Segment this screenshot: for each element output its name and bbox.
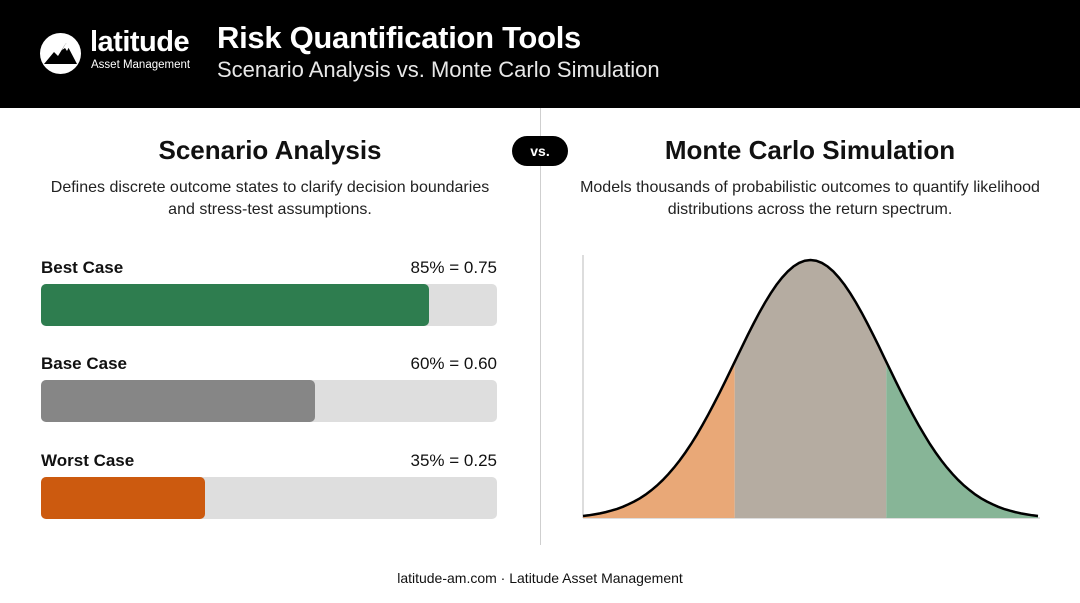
scenario-analysis-description: Defines discrete outcome states to clari… (50, 179, 490, 218)
bar-fill (41, 477, 206, 519)
page-title: Risk Quantification Tools (217, 20, 581, 55)
scenario-analysis-title: Scenario Analysis (158, 135, 382, 165)
brand-subtitle: Asset Management (91, 59, 191, 71)
distribution-chart (582, 255, 1040, 519)
distribution-region-2 (734, 260, 887, 518)
monte-carlo-description: Models thousands of probabilistic outcom… (580, 179, 1040, 218)
scenario-value: 60% = 0.60 (410, 354, 498, 373)
footer-text: latitude-am.com · Latitude Asset Managem… (397, 570, 683, 586)
scenario-value: 85% = 0.75 (410, 258, 498, 277)
distribution-region-1 (583, 361, 735, 518)
page-subtitle: Scenario Analysis vs. Monte Carlo Simula… (217, 57, 660, 82)
scenario-label: Best Case (41, 258, 124, 277)
mountain-logo-icon (40, 33, 81, 74)
scenario-value: 35% = 0.25 (410, 451, 498, 470)
scenario-label: Base Case (41, 354, 128, 373)
header-banner: latitude Asset Management Risk Quantific… (0, 0, 1080, 108)
brand-name: latitude (90, 26, 190, 58)
scenario-label: Worst Case (41, 451, 135, 470)
bar-track (41, 284, 497, 326)
column-divider (540, 108, 541, 545)
bar-track (41, 477, 497, 519)
vs-badge: vs. (512, 136, 568, 166)
bar-fill (41, 380, 315, 422)
bar-fill (41, 284, 429, 326)
bar-track (41, 380, 497, 422)
monte-carlo-title: Monte Carlo Simulation (664, 135, 956, 165)
distribution-region-3 (886, 361, 1038, 518)
distribution-curve (582, 258, 1039, 518)
